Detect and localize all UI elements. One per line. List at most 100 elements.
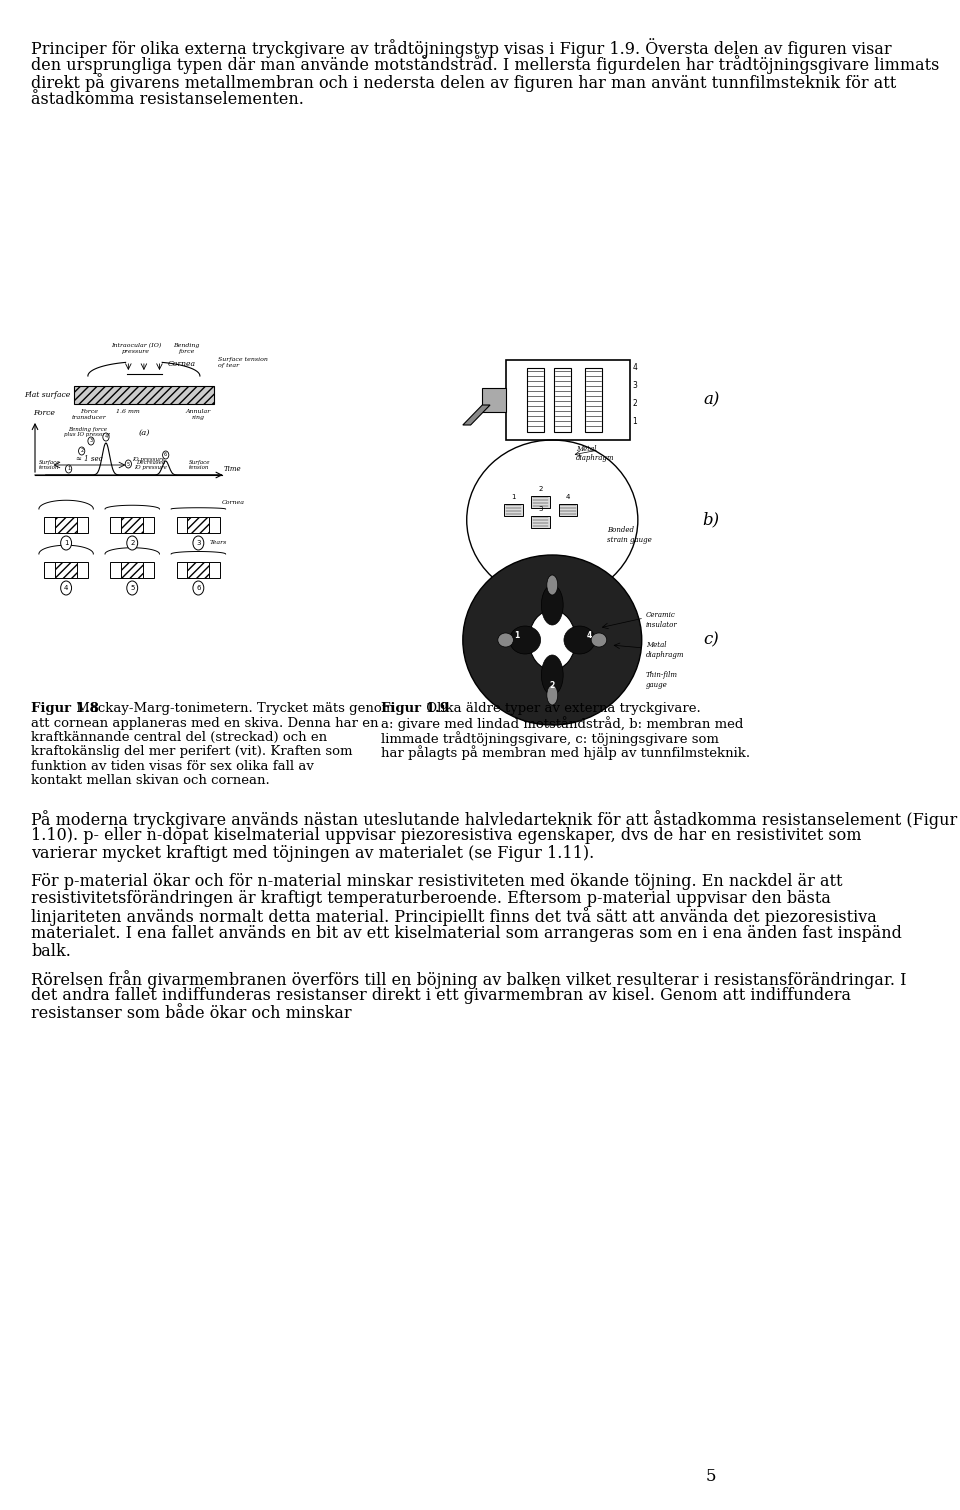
Text: har pålagts på membran med hjälp av tunnfilmsteknik.: har pålagts på membran med hjälp av tunn… (381, 746, 751, 761)
Text: Cornea: Cornea (167, 359, 195, 368)
Text: Surface tension
of tear: Surface tension of tear (218, 358, 268, 368)
Bar (110, 516, 154, 533)
Text: Surface
tension: Surface tension (39, 459, 60, 470)
Text: materialet. I ena fallet används en bit av ett kiselmaterial som arrangeras som : materialet. I ena fallet används en bit … (31, 926, 902, 942)
Bar (177, 516, 220, 533)
Text: Figur 1.8: Figur 1.8 (31, 702, 99, 716)
Ellipse shape (591, 633, 607, 646)
Text: åstadkomma resistanselementen.: åstadkomma resistanselementen. (31, 91, 304, 107)
Circle shape (125, 461, 132, 468)
Text: 1: 1 (64, 541, 68, 547)
Ellipse shape (510, 627, 540, 654)
Text: Annular
ring: Annular ring (185, 409, 211, 420)
Text: Metal
diaphragm: Metal diaphragm (576, 445, 614, 462)
Bar (531, 516, 550, 528)
Text: På moderna tryckgivare används nästan uteslutande halvledarteknik för att åstadk: På moderna tryckgivare används nästan ut… (31, 809, 957, 829)
Text: kraftokänslig del mer perifert (vit). Kraften som: kraftokänslig del mer perifert (vit). Kr… (31, 746, 352, 758)
Ellipse shape (529, 610, 576, 670)
Ellipse shape (541, 655, 564, 695)
Text: b): b) (703, 512, 720, 528)
Bar (110, 562, 154, 578)
Text: Principer för olika externa tryckgivare av trådtöjningstyp visas i Figur 1.9. Öv: Principer för olika externa tryckgivare … (31, 38, 892, 57)
Circle shape (88, 436, 94, 445)
Text: 3: 3 (633, 382, 637, 391)
Text: Intraocular (IO)
pressure: Intraocular (IO) pressure (111, 343, 161, 353)
Text: Force
transducer: Force transducer (72, 409, 107, 420)
Circle shape (193, 536, 204, 550)
Text: Decreased
IO pressure: Decreased IO pressure (134, 459, 167, 470)
Text: funktion av tiden visas för sex olika fall av: funktion av tiden visas för sex olika fa… (31, 760, 314, 773)
Text: kraftkännande central del (streckad) och en: kraftkännande central del (streckad) och… (31, 731, 327, 744)
Text: linjariteten används normalt detta material. Principiellt finns det två sätt att: linjariteten används normalt detta mater… (31, 908, 876, 927)
Text: 6: 6 (196, 584, 201, 590)
Text: Bonded
strain gauge: Bonded strain gauge (607, 527, 652, 544)
Text: Metal
diaphragm: Metal diaphragm (646, 642, 684, 658)
Text: 3: 3 (539, 506, 542, 512)
Bar (121, 516, 143, 533)
Text: Tears: Tears (210, 541, 228, 545)
Text: 3: 3 (89, 438, 92, 444)
Text: Time: Time (224, 465, 241, 473)
Bar (44, 516, 88, 533)
Circle shape (60, 581, 72, 595)
Text: 2: 2 (550, 681, 555, 690)
Text: Thin-film
gauge: Thin-film gauge (646, 672, 678, 689)
Text: 5: 5 (127, 462, 130, 467)
Text: Bending
force: Bending force (174, 343, 200, 353)
Ellipse shape (498, 633, 514, 646)
Text: a: givare med lindad motståndstråd, b: membran med: a: givare med lindad motståndstråd, b: m… (381, 717, 744, 731)
Text: resistanser som både ökar och minskar: resistanser som både ökar och minskar (31, 1006, 351, 1022)
Polygon shape (463, 405, 490, 424)
Bar (506, 359, 630, 439)
Circle shape (127, 581, 137, 595)
Text: direkt på givarens metallmembran och i nedersta delen av figuren har man använt : direkt på givarens metallmembran och i n… (31, 72, 897, 92)
Text: 2: 2 (633, 400, 637, 409)
Text: 1.10). p- eller n-dopat kiselmaterial uppvisar piezoresistiva egenskaper, dvs de: 1.10). p- eller n-dopat kiselmaterial up… (31, 827, 862, 844)
Bar (504, 504, 523, 516)
Bar (74, 387, 214, 405)
Circle shape (60, 536, 72, 550)
Ellipse shape (547, 686, 558, 705)
Bar (559, 504, 577, 516)
Circle shape (127, 536, 137, 550)
Circle shape (162, 451, 169, 459)
Text: 3: 3 (196, 541, 201, 547)
Text: Surface
tension: Surface tension (188, 459, 210, 470)
Bar (554, 368, 571, 432)
Text: 5: 5 (706, 1468, 715, 1484)
Text: 4: 4 (64, 584, 68, 590)
Text: 3: 3 (550, 631, 555, 640)
Text: 4: 4 (587, 631, 592, 640)
Text: Ceramic
insulator: Ceramic insulator (646, 612, 678, 628)
Text: Cornea: Cornea (222, 500, 245, 504)
Text: 1: 1 (511, 494, 516, 500)
Text: Flat surface: Flat surface (24, 391, 70, 399)
Text: kontakt mellan skivan och cornean.: kontakt mellan skivan och cornean. (31, 775, 270, 788)
Bar (177, 562, 220, 578)
Text: Olika äldre typer av externa tryckgivare.: Olika äldre typer av externa tryckgivare… (421, 702, 701, 716)
Text: 5: 5 (130, 584, 134, 590)
Text: 4: 4 (105, 435, 108, 439)
Circle shape (65, 465, 72, 473)
Text: varierar mycket kraftigt med töjningen av materialet (se Figur 1.11).: varierar mycket kraftigt med töjningen a… (31, 846, 594, 862)
Text: IO pressure: IO pressure (132, 458, 165, 462)
Text: 2: 2 (130, 541, 134, 547)
Text: 1: 1 (67, 467, 70, 471)
Text: (a): (a) (138, 429, 150, 436)
Text: c): c) (704, 631, 720, 648)
Text: att cornean applaneras med en skiva. Denna har en: att cornean applaneras med en skiva. Den… (31, 717, 378, 729)
Bar (187, 562, 209, 578)
Bar (531, 495, 550, 507)
Text: 2: 2 (80, 448, 84, 453)
Text: Figur 1.9: Figur 1.9 (381, 702, 449, 716)
Ellipse shape (541, 584, 564, 625)
Text: 2: 2 (539, 486, 542, 492)
Bar (44, 562, 88, 578)
Circle shape (103, 433, 109, 441)
Bar (56, 562, 77, 578)
Text: 1: 1 (633, 417, 637, 426)
Text: 4: 4 (565, 494, 570, 500)
Text: Bending force
plus IO pressure: Bending force plus IO pressure (64, 427, 110, 436)
Ellipse shape (564, 627, 595, 654)
Text: För p-material ökar och för n-material minskar resistiviteten med ökande töjning: För p-material ökar och för n-material m… (31, 873, 843, 889)
